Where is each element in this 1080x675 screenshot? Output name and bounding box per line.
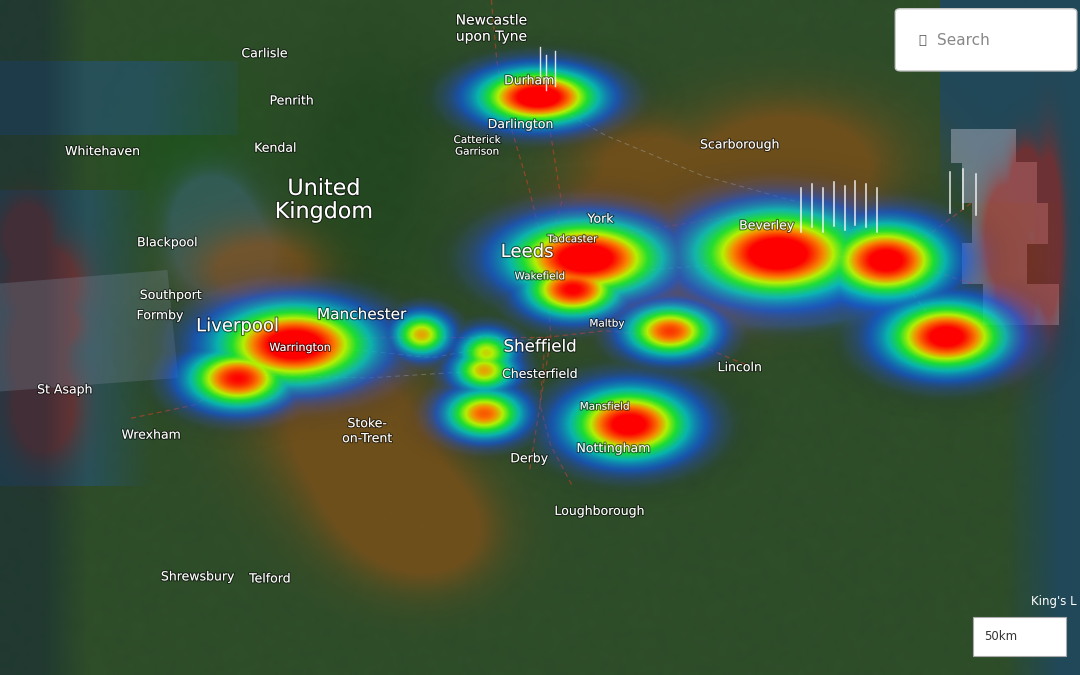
Text: Newcastle
upon Tyne: Newcastle upon Tyne [456, 14, 527, 44]
Text: Stoke-
on-Trent: Stoke- on-Trent [342, 417, 392, 445]
Text: 50km: 50km [984, 630, 1017, 643]
Text: United
Kingdom: United Kingdom [274, 179, 374, 222]
Text: Formby: Formby [136, 309, 184, 322]
Text: Durham: Durham [504, 74, 554, 87]
Text: Derby: Derby [511, 452, 548, 465]
Polygon shape [0, 270, 178, 391]
Text: Search: Search [937, 33, 990, 48]
Text: Whitehaven: Whitehaven [65, 145, 140, 158]
Text: 🔍: 🔍 [918, 34, 926, 47]
Text: Chesterfield: Chesterfield [502, 368, 578, 381]
Text: Lincoln: Lincoln [717, 361, 762, 374]
Text: York: York [588, 213, 613, 225]
Text: Darlington: Darlington [488, 118, 553, 131]
Text: Penrith: Penrith [270, 95, 313, 107]
Text: Scarborough: Scarborough [700, 138, 780, 151]
Text: Sheffield: Sheffield [503, 338, 577, 356]
Text: Warrington: Warrington [269, 343, 332, 353]
Text: Blackpool: Blackpool [137, 236, 198, 249]
Text: Telford: Telford [249, 572, 291, 585]
Text: Carlisle: Carlisle [242, 47, 287, 60]
Text: Loughborough: Loughborough [554, 505, 645, 518]
Text: Liverpool: Liverpool [197, 317, 279, 335]
Text: Beverley: Beverley [739, 219, 795, 232]
Text: Wakefield: Wakefield [514, 271, 566, 281]
Text: Mansfield: Mansfield [580, 402, 630, 412]
Text: Nottingham: Nottingham [577, 442, 650, 455]
Text: Tadcaster: Tadcaster [548, 234, 597, 244]
FancyBboxPatch shape [973, 617, 1066, 656]
Text: Wrexham: Wrexham [122, 429, 180, 441]
Text: Southport: Southport [139, 289, 202, 302]
Text: St Asaph: St Asaph [37, 383, 93, 396]
Text: Shrewsbury: Shrewsbury [161, 570, 234, 583]
Text: Leeds: Leeds [501, 243, 553, 261]
FancyBboxPatch shape [895, 9, 1077, 71]
Text: Catterick
Garrison: Catterick Garrison [454, 135, 501, 157]
Text: Manchester: Manchester [318, 307, 406, 322]
Text: Maltby: Maltby [590, 319, 624, 329]
Text: Kendal: Kendal [254, 142, 297, 155]
Text: King's L: King's L [1031, 595, 1077, 608]
